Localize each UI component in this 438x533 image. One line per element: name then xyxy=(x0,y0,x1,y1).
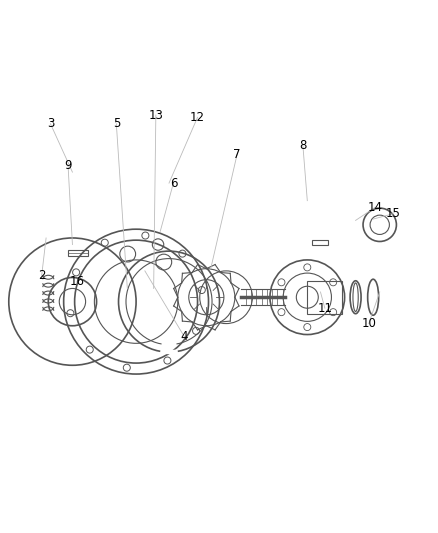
Text: 7: 7 xyxy=(233,148,240,161)
Text: 10: 10 xyxy=(360,317,375,330)
Text: 15: 15 xyxy=(385,207,399,220)
Bar xyxy=(68,251,88,255)
Text: 8: 8 xyxy=(299,139,306,152)
Text: 14: 14 xyxy=(367,201,382,214)
Text: 6: 6 xyxy=(169,176,177,190)
Text: 13: 13 xyxy=(148,109,163,122)
Text: 3: 3 xyxy=(47,117,54,131)
Text: 2: 2 xyxy=(38,269,46,282)
Text: 12: 12 xyxy=(190,111,205,124)
Text: 9: 9 xyxy=(64,159,72,172)
Bar xyxy=(311,240,328,245)
Bar xyxy=(307,280,342,314)
Text: 4: 4 xyxy=(180,330,188,343)
Text: 11: 11 xyxy=(317,302,332,314)
Text: 5: 5 xyxy=(113,117,120,131)
Text: 16: 16 xyxy=(69,276,84,288)
